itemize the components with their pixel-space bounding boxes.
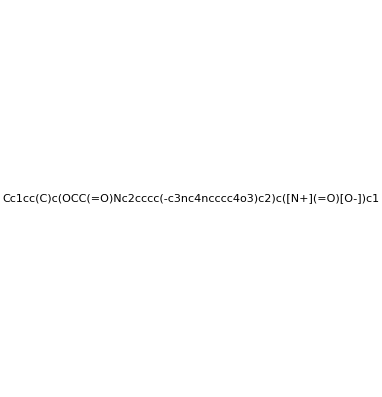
Text: Cc1cc(C)c(OCC(=O)Nc2cccc(-c3nc4ncccc4o3)c2)c([N+](=O)[O-])c1: Cc1cc(C)c(OCC(=O)Nc2cccc(-c3nc4ncccc4o3)… bbox=[2, 193, 380, 204]
